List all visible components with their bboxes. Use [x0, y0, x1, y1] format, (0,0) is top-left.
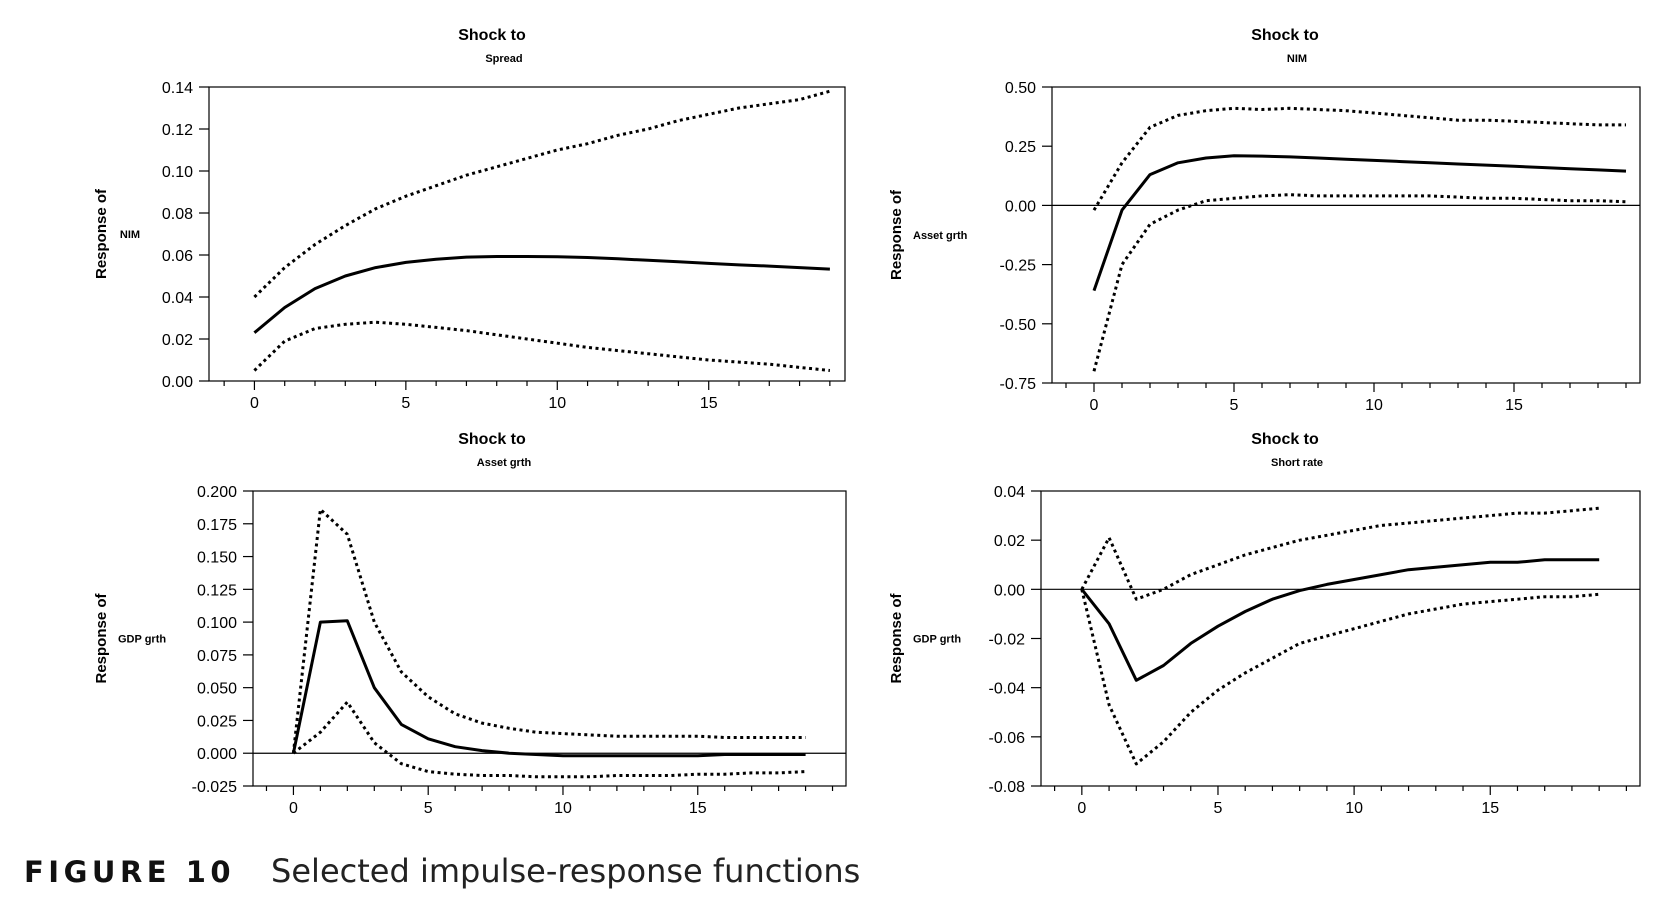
y-tick-label: 0.175 [197, 517, 237, 534]
y-tick-label: 0.10 [162, 164, 193, 181]
y-tick-label: 0.200 [197, 484, 237, 501]
y-tick-label: 0.000 [197, 746, 237, 763]
y-tick-label: 0.25 [1005, 139, 1036, 156]
y-tick-label: 0.04 [994, 484, 1025, 501]
y-tick-label: 0.050 [197, 681, 237, 698]
chart-subtitle: Asset grth [477, 457, 532, 469]
upper-band-line [1092, 106, 1626, 211]
y-tick-label: 0.02 [162, 332, 193, 349]
plot-frame [1051, 86, 1641, 384]
x-tick-label: 10 [554, 800, 572, 817]
response-line [1080, 558, 1600, 682]
x-tick-label: 10 [1365, 397, 1383, 414]
y-tick-label: 0.125 [197, 582, 237, 599]
x-tick-label: 15 [689, 800, 707, 817]
figure-caption: FIGURE 10 Selected impulse-response funct… [24, 852, 860, 890]
y-tick-label: 0.075 [197, 648, 237, 665]
lower-band-line [1092, 193, 1627, 372]
y-tick-label: 0.04 [162, 290, 193, 307]
upper-band-line [1080, 506, 1600, 601]
chart-title: Shock to [458, 431, 526, 448]
y-tick-label: 0.150 [197, 550, 237, 567]
y-tick-label: 0.50 [1005, 80, 1036, 97]
y-tick-label: 0.00 [1005, 198, 1036, 215]
y-tick-label: 0.100 [197, 615, 237, 632]
x-tick-label: 5 [401, 395, 410, 412]
response-variable-label: Asset grth [913, 230, 968, 242]
y-tick-label: -0.50 [1000, 317, 1037, 334]
y-axis-label: Response of [888, 189, 905, 280]
y-tick-label: 0.06 [162, 248, 193, 265]
chart-title: Shock to [1251, 431, 1319, 448]
response-line [291, 619, 806, 758]
x-tick-label: 10 [548, 395, 566, 412]
chart-panel-2: Shock to NIM Response of Asset grth -0.75 -0.… [888, 27, 1641, 414]
lower-band-line [1080, 588, 1600, 766]
chart-title: Shock to [1251, 27, 1319, 44]
chart-panel-4: Shock to Short rate Response of GDP grth -0.… [888, 431, 1641, 817]
x-tick-label: 0 [1090, 397, 1099, 414]
x-tick-label: 15 [700, 395, 718, 412]
y-axis-label: Response of [93, 188, 110, 279]
y-tick-label: -0.04 [989, 681, 1026, 698]
y-axis-label: Response of [93, 592, 110, 683]
x-tick-label: 0 [1077, 800, 1086, 817]
plot-frame [1040, 490, 1641, 787]
chart-subtitle: Short rate [1271, 457, 1323, 469]
x-tick-label: 5 [1214, 800, 1223, 817]
y-tick-label: 0.025 [197, 713, 237, 730]
y-tick-label: 0.14 [162, 80, 193, 97]
figure-title: Selected impulse-response functions [271, 852, 861, 890]
x-tick-label: 5 [1230, 397, 1239, 414]
y-tick-label: -0.25 [1000, 258, 1037, 275]
x-tick-label: 10 [1345, 800, 1363, 817]
lower-band-line [253, 320, 831, 372]
figure-label: FIGURE 10 [24, 855, 236, 889]
y-tick-label: -0.02 [989, 632, 1026, 649]
chart-panel-1: Shock to Spread Response of NIM 0.00 0.02 0.04… [93, 27, 846, 412]
y-tick-label: 0.02 [994, 533, 1025, 550]
plot-frame [252, 490, 847, 787]
lower-band-line [292, 700, 806, 779]
chart-subtitle: Spread [485, 53, 522, 65]
y-tick-label: 0.00 [994, 582, 1025, 599]
x-tick-label: 0 [250, 395, 259, 412]
y-tick-label: 0.00 [162, 374, 193, 391]
upper-band-line [253, 89, 831, 299]
y-tick-label: 0.08 [162, 206, 193, 223]
y-tick-label: -0.06 [989, 730, 1026, 747]
chart-title: Shock to [458, 27, 526, 44]
chart-panel-3: Shock to Asset grth Response of GDP grth -0.… [93, 431, 847, 817]
y-tick-label: -0.08 [989, 779, 1026, 796]
plot-frame [208, 86, 846, 382]
y-axis-label: Response of [888, 592, 905, 683]
upper-band-line [291, 507, 806, 754]
x-tick-label: 15 [1505, 397, 1523, 414]
x-tick-label: 15 [1481, 800, 1499, 817]
y-tick-label: -0.025 [192, 779, 237, 796]
response-variable-label: GDP grth [118, 634, 166, 646]
chart-subtitle: NIM [1287, 53, 1307, 65]
response-variable-label: NIM [120, 229, 140, 241]
x-tick-label: 0 [289, 800, 298, 817]
response-line [253, 255, 830, 334]
response-line [1092, 154, 1627, 292]
y-tick-label: 0.12 [162, 122, 193, 139]
y-tick-label: -0.75 [1000, 376, 1037, 393]
x-tick-label: 5 [424, 800, 433, 817]
response-variable-label: GDP grth [913, 634, 961, 646]
